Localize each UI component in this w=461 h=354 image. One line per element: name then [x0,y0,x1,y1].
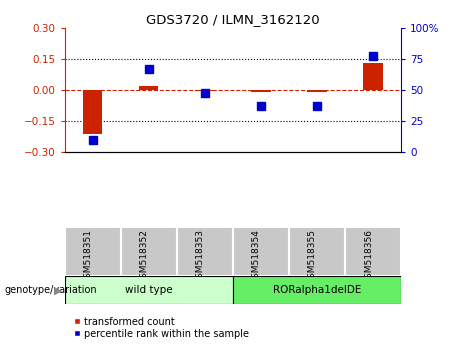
Text: GSM518351: GSM518351 [83,229,93,284]
Legend: transformed count, percentile rank within the sample: transformed count, percentile rank withi… [70,313,253,343]
Bar [233,276,401,304]
Bar [83,90,102,133]
Bar [121,227,177,276]
Text: ▶: ▶ [54,285,62,295]
Bar [307,90,327,92]
Text: genotype/variation: genotype/variation [5,285,97,295]
Bar [139,86,159,90]
Bar [65,276,233,304]
Bar [65,227,121,276]
Bar [345,227,401,276]
Bar [289,227,345,276]
Text: RORalpha1delDE: RORalpha1delDE [273,285,361,295]
Text: GSM518355: GSM518355 [308,229,317,284]
Text: wild type: wild type [125,285,172,295]
Bar [233,227,289,276]
Bar [195,90,214,91]
Title: GDS3720 / ILMN_3162120: GDS3720 / ILMN_3162120 [146,13,319,26]
Text: GSM518353: GSM518353 [196,229,205,284]
Text: GSM518354: GSM518354 [252,229,261,284]
Bar [177,227,233,276]
Bar [363,63,383,90]
Text: GSM518356: GSM518356 [364,229,373,284]
Text: GSM518352: GSM518352 [140,229,148,284]
Bar [251,90,271,92]
